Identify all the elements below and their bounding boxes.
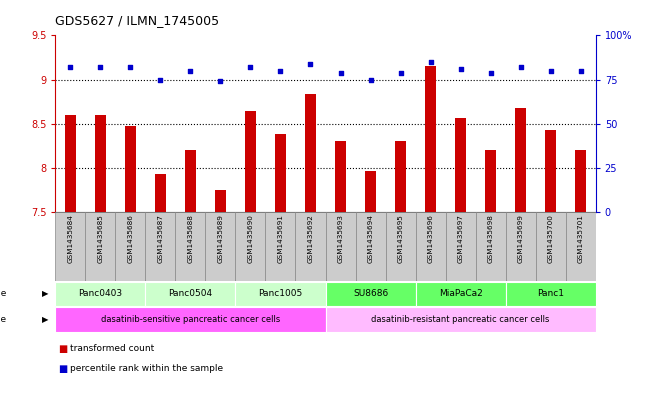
Point xyxy=(245,64,256,70)
Text: cell type: cell type xyxy=(0,315,7,324)
Text: GSM1435685: GSM1435685 xyxy=(98,214,104,263)
Point xyxy=(546,68,556,74)
Text: GSM1435686: GSM1435686 xyxy=(128,214,133,263)
Bar xyxy=(365,171,376,212)
Bar xyxy=(206,212,236,281)
Text: ▶: ▶ xyxy=(42,289,49,298)
Point xyxy=(215,78,226,84)
Point xyxy=(125,64,135,70)
Text: GDS5627 / ILMN_1745005: GDS5627 / ILMN_1745005 xyxy=(55,14,219,27)
Bar xyxy=(355,212,385,281)
Bar xyxy=(236,281,326,306)
Text: dasatinib-resistant pancreatic cancer cells: dasatinib-resistant pancreatic cancer ce… xyxy=(371,315,550,324)
Bar xyxy=(125,127,135,212)
Point xyxy=(155,77,165,83)
Text: GSM1435694: GSM1435694 xyxy=(368,214,374,263)
Point xyxy=(186,68,196,74)
Bar xyxy=(85,212,115,281)
Text: Panc1: Panc1 xyxy=(537,289,564,298)
Bar xyxy=(536,212,566,281)
Bar xyxy=(305,94,316,212)
Bar xyxy=(55,307,325,332)
Bar xyxy=(395,141,406,212)
Text: ▶: ▶ xyxy=(42,315,49,324)
Bar xyxy=(445,212,476,281)
Text: GSM1435701: GSM1435701 xyxy=(577,214,584,263)
Text: GSM1435696: GSM1435696 xyxy=(428,214,434,263)
Bar xyxy=(506,212,536,281)
Bar xyxy=(245,110,256,212)
Text: Panc1005: Panc1005 xyxy=(258,289,303,298)
Point xyxy=(456,66,466,72)
Point xyxy=(395,69,406,75)
Bar xyxy=(575,151,586,212)
Bar xyxy=(385,212,415,281)
Text: Panc0403: Panc0403 xyxy=(78,289,122,298)
Bar xyxy=(296,212,326,281)
Bar xyxy=(65,115,76,212)
Point xyxy=(516,64,526,70)
Text: GSM1435693: GSM1435693 xyxy=(337,214,344,263)
Point xyxy=(335,69,346,75)
Bar xyxy=(175,212,206,281)
Bar xyxy=(415,212,445,281)
Text: transformed count: transformed count xyxy=(70,344,154,353)
Bar xyxy=(326,307,596,332)
Text: dasatinib-sensitive pancreatic cancer cells: dasatinib-sensitive pancreatic cancer ce… xyxy=(101,315,280,324)
Text: GSM1435684: GSM1435684 xyxy=(67,214,74,263)
Bar xyxy=(55,212,85,281)
Bar xyxy=(335,141,346,212)
Text: GSM1435687: GSM1435687 xyxy=(158,214,163,263)
Text: GSM1435689: GSM1435689 xyxy=(217,214,223,263)
Bar xyxy=(486,151,496,212)
Point xyxy=(575,68,586,74)
Bar xyxy=(455,118,466,212)
Text: Panc0504: Panc0504 xyxy=(169,289,212,298)
Text: cell line: cell line xyxy=(0,289,7,298)
Point xyxy=(305,61,316,67)
Text: MiaPaCa2: MiaPaCa2 xyxy=(439,289,482,298)
Text: SU8686: SU8686 xyxy=(353,289,388,298)
Bar xyxy=(546,130,556,212)
Bar xyxy=(145,212,175,281)
Bar xyxy=(95,115,105,212)
Bar xyxy=(185,151,196,212)
Bar xyxy=(115,212,145,281)
Bar xyxy=(326,281,415,306)
Bar xyxy=(55,281,145,306)
Text: GSM1435691: GSM1435691 xyxy=(277,214,283,263)
Bar xyxy=(506,281,596,306)
Text: GSM1435690: GSM1435690 xyxy=(247,214,253,263)
Bar xyxy=(415,281,506,306)
Point xyxy=(65,64,76,70)
Text: GSM1435695: GSM1435695 xyxy=(398,214,404,263)
Text: GSM1435692: GSM1435692 xyxy=(307,214,314,263)
Text: GSM1435699: GSM1435699 xyxy=(518,214,523,263)
Bar xyxy=(476,212,506,281)
Bar xyxy=(516,108,526,212)
Bar xyxy=(425,66,436,212)
Point xyxy=(425,59,436,65)
Bar xyxy=(275,134,286,212)
Point xyxy=(365,77,376,83)
Bar xyxy=(236,212,266,281)
Text: percentile rank within the sample: percentile rank within the sample xyxy=(70,364,223,373)
Text: GSM1435697: GSM1435697 xyxy=(458,214,464,263)
Point xyxy=(275,68,286,74)
Text: ■: ■ xyxy=(59,364,68,373)
Text: GSM1435698: GSM1435698 xyxy=(488,214,493,263)
Point xyxy=(486,69,496,75)
Bar xyxy=(145,281,236,306)
Bar xyxy=(155,174,165,212)
Point xyxy=(95,64,105,70)
Bar xyxy=(326,212,355,281)
Bar xyxy=(266,212,296,281)
Text: GSM1435688: GSM1435688 xyxy=(187,214,193,263)
Text: GSM1435700: GSM1435700 xyxy=(547,214,553,263)
Text: ■: ■ xyxy=(59,344,68,354)
Bar xyxy=(215,190,226,212)
Bar xyxy=(566,212,596,281)
